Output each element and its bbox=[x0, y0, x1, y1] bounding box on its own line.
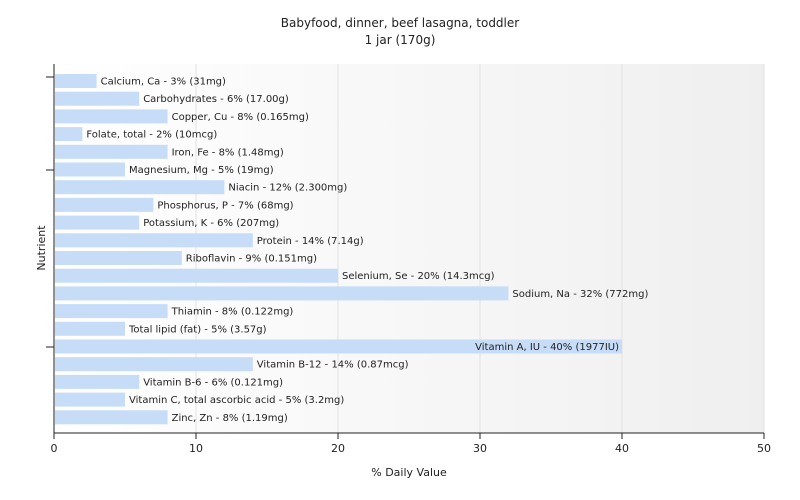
x-tick-label: 40 bbox=[615, 442, 629, 455]
bar-label: Total lipid (fat) - 5% (3.57g) bbox=[128, 324, 267, 335]
bar bbox=[55, 321, 125, 336]
bar-label: Potassium, K - 6% (207mg) bbox=[143, 218, 279, 229]
bar-label: Selenium, Se - 20% (14.3mcg) bbox=[342, 271, 495, 282]
bar bbox=[55, 144, 168, 159]
bar-label: Phosphorus, P - 7% (68mg) bbox=[157, 200, 293, 211]
bar bbox=[55, 339, 622, 354]
bar bbox=[55, 233, 253, 248]
x-axis-title: % Daily Value bbox=[371, 466, 447, 479]
bar-label: Calcium, Ca - 3% (31mg) bbox=[101, 77, 226, 88]
bar bbox=[55, 91, 140, 106]
bar-label: Magnesium, Mg - 5% (19mg) bbox=[129, 165, 274, 176]
x-tick-label: 20 bbox=[331, 442, 345, 455]
bar-label: Thiamin - 8% (0.122mg) bbox=[171, 307, 294, 318]
bar-label: Protein - 14% (7.14g) bbox=[257, 236, 364, 247]
bar bbox=[55, 215, 140, 230]
grid bbox=[195, 64, 765, 433]
bars bbox=[55, 74, 622, 425]
bar bbox=[55, 251, 182, 265]
bar bbox=[55, 180, 225, 195]
chart-title: Babyfood, dinner, beef lasagna, toddler bbox=[281, 16, 519, 30]
bar bbox=[55, 392, 125, 407]
bar-label: Copper, Cu - 8% (0.165mg) bbox=[172, 112, 309, 123]
bar-label: Zinc, Zn - 8% (1.19mg) bbox=[172, 413, 288, 424]
bar-label: Vitamin C, total ascorbic acid - 5% (3.2… bbox=[129, 395, 344, 406]
axes bbox=[46, 64, 764, 434]
plot-area bbox=[54, 64, 764, 433]
bar-label: Folate, total - 2% (10mcg) bbox=[86, 130, 217, 141]
bar bbox=[55, 197, 154, 212]
bar-label: Vitamin B-6 - 6% (0.121mg) bbox=[143, 377, 283, 388]
chart-subtitle: 1 jar (170g) bbox=[365, 33, 436, 47]
bar-label: Vitamin B-12 - 14% (0.87mcg) bbox=[257, 360, 409, 371]
bar bbox=[55, 127, 83, 142]
bar bbox=[55, 162, 125, 177]
bar bbox=[55, 268, 338, 283]
bar-label: Niacin - 12% (2.300mg) bbox=[228, 183, 347, 194]
x-ticks: 0 10 20 30 40 50 bbox=[51, 433, 771, 455]
bar-label: Vitamin A, IU - 40% (1977IU) bbox=[475, 342, 619, 353]
bar-labels: Calcium, Ca - 3% (31mg) Carbohydrates - 6… bbox=[86, 77, 648, 424]
bar bbox=[55, 74, 97, 88]
bar bbox=[55, 357, 253, 372]
bar-label: Iron, Fe - 8% (1.48mg) bbox=[172, 147, 284, 158]
bar bbox=[55, 410, 168, 425]
bar bbox=[55, 304, 168, 319]
bar-label: Sodium, Na - 32% (772mg) bbox=[512, 289, 648, 300]
x-tick-label: 50 bbox=[757, 442, 771, 455]
bar-label: Carbohydrates - 6% (17.00g) bbox=[143, 94, 289, 105]
bar-label: Riboflavin - 9% (0.151mg) bbox=[186, 254, 317, 265]
bar bbox=[55, 109, 168, 124]
y-axis-title: Nutrient bbox=[35, 225, 48, 271]
x-tick-label: 30 bbox=[473, 442, 487, 455]
bar bbox=[55, 374, 140, 389]
x-tick-label: 10 bbox=[189, 442, 203, 455]
x-tick-label: 0 bbox=[51, 442, 58, 455]
bar bbox=[55, 286, 509, 301]
